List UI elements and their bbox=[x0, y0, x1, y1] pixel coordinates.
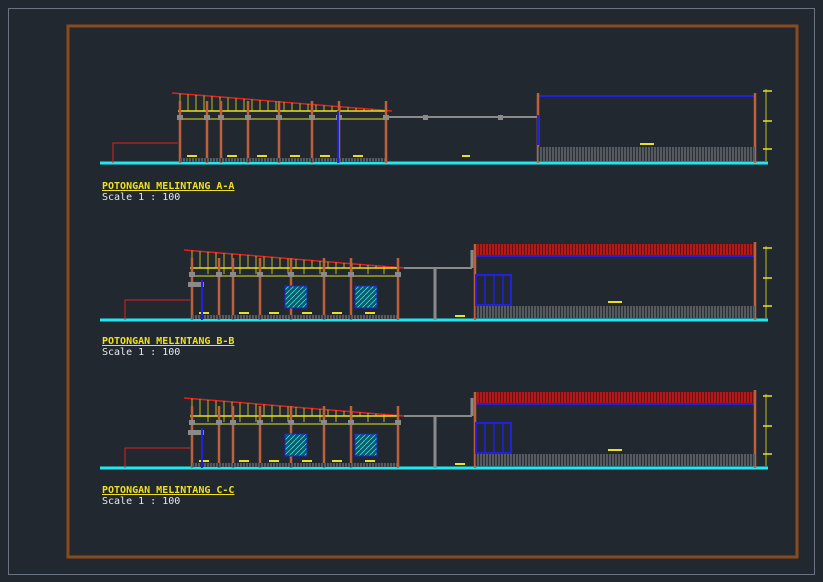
post-cap bbox=[245, 115, 251, 120]
post-cap bbox=[204, 115, 210, 120]
section-title: POTONGAN MELINTANG A-A bbox=[102, 181, 234, 192]
post-cap bbox=[348, 272, 354, 277]
floor-hatch bbox=[538, 147, 755, 161]
glazing bbox=[284, 433, 308, 457]
section-scale: Scale 1 : 100 bbox=[102, 347, 180, 358]
post-cap bbox=[189, 272, 195, 277]
outer-border bbox=[8, 8, 815, 575]
glazing bbox=[354, 285, 378, 309]
post-cap bbox=[288, 272, 294, 277]
drawing-frame bbox=[66, 24, 799, 559]
floor-hatch bbox=[475, 306, 755, 318]
post-cap bbox=[230, 272, 236, 277]
section-title: POTONGAN MELINTANG C-C bbox=[102, 485, 234, 496]
joint bbox=[498, 115, 503, 120]
post-cap bbox=[257, 272, 263, 277]
joint bbox=[423, 115, 428, 120]
post-cap bbox=[230, 420, 236, 425]
post-cap bbox=[218, 115, 224, 120]
post-cap bbox=[257, 420, 263, 425]
post-cap bbox=[288, 420, 294, 425]
post-cap bbox=[348, 420, 354, 425]
roof-hatch bbox=[475, 392, 755, 403]
post-cap bbox=[321, 420, 327, 425]
post-cap bbox=[177, 115, 183, 120]
post-cap bbox=[276, 115, 282, 120]
post-cap bbox=[321, 272, 327, 277]
sections bbox=[100, 89, 772, 470]
roof-line bbox=[183, 397, 405, 417]
glazing bbox=[284, 285, 308, 309]
section-title: POTONGAN MELINTANG B-B bbox=[102, 336, 234, 347]
post-cap bbox=[309, 115, 315, 120]
post-cap bbox=[189, 420, 195, 425]
post-cap bbox=[395, 272, 401, 277]
terrace-outline bbox=[124, 447, 190, 468]
roof-line bbox=[171, 92, 393, 112]
terrace-outline bbox=[112, 142, 178, 163]
post-cap bbox=[216, 272, 222, 277]
section-scale: Scale 1 : 100 bbox=[102, 192, 180, 203]
section-scale: Scale 1 : 100 bbox=[102, 496, 180, 507]
floor-hatch bbox=[192, 463, 397, 467]
terrace-outline bbox=[124, 299, 190, 320]
column bbox=[188, 282, 204, 287]
glazing bbox=[354, 433, 378, 457]
post-cap bbox=[395, 420, 401, 425]
post-cap bbox=[216, 420, 222, 425]
floor-hatch bbox=[192, 315, 397, 319]
roof-hatch bbox=[475, 244, 755, 255]
floor-hatch bbox=[180, 158, 385, 162]
roof-line bbox=[183, 249, 405, 269]
floor-hatch bbox=[475, 454, 755, 466]
column bbox=[188, 430, 204, 435]
